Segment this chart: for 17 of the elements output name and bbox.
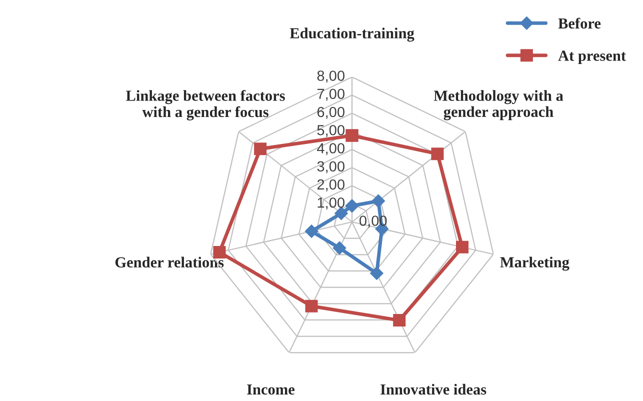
y-tick-label: 6,00 bbox=[317, 106, 344, 119]
spoke-label: Methodology with a gender approach bbox=[434, 90, 564, 120]
y-tick-label: 5,00 bbox=[317, 124, 344, 138]
spoke-label: Linkage between factors with a gender focus bbox=[126, 90, 285, 120]
y-tick-label: 4,00 bbox=[317, 143, 344, 156]
y-tick-label: 8,00 bbox=[317, 70, 344, 83]
spoke-label: Education-training bbox=[290, 28, 414, 42]
y-tick-label: 1,00 bbox=[318, 197, 344, 210]
spoke-label: Innovative ideas bbox=[380, 384, 486, 395]
spoke-label: Marketing bbox=[500, 256, 570, 271]
y-tick-label: 7,00 bbox=[317, 88, 344, 101]
legend-label: Before bbox=[558, 18, 601, 29]
spoke-label: Income bbox=[247, 384, 294, 395]
spoke-label: Gender relations bbox=[115, 256, 224, 268]
y-tick-label: 3,00 bbox=[317, 161, 344, 174]
legend-label: At present bbox=[558, 50, 626, 64]
y-tick-label: 2,00 bbox=[317, 179, 344, 192]
